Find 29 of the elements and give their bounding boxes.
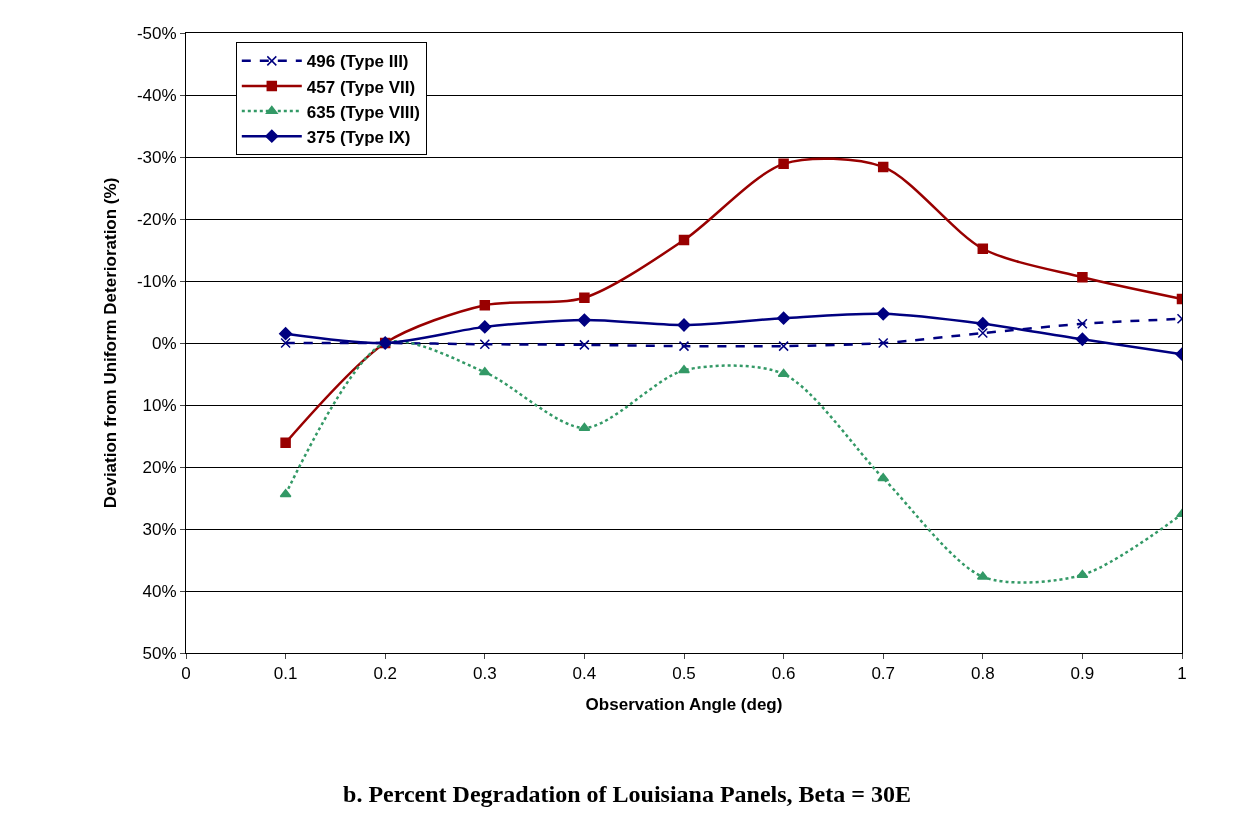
y-tick-label: 40% [142,581,177,601]
x-tick-label: 0.7 [871,664,896,684]
y-tick-label: -40% [136,85,177,105]
x-tick-label: 0.9 [1070,664,1095,684]
y-tick-label: -50% [136,23,177,43]
legend-label: 496 (Type III) [306,52,409,72]
y-tick-label: 50% [142,643,177,663]
y-tick-label: -20% [136,209,177,229]
x-tick-label: 0.5 [672,664,696,684]
y-tick-label: 0% [152,333,177,353]
x-tick-label: 0.2 [373,664,398,684]
text: b. Percent Degradation of Louisiana Panels, Beta = 30E [343,780,911,807]
x-axis-title: Observation Angle (deg) [585,694,783,714]
x-tick-label: 0.6 [771,664,796,684]
y-axis-title: Deviation from Uniform Deterioration (%) [101,177,121,509]
y-tick-label: 30% [142,519,177,539]
y-tick-label: -30% [136,147,177,167]
y-tick-label: -10% [136,271,177,291]
x-tick-label: 0.4 [572,664,597,684]
y-tick-label: 10% [142,395,177,415]
x-tick-label: 0.8 [970,664,995,684]
x-tick-label: 0.3 [472,664,497,684]
legend-label: 635 (Type VIII) [306,102,420,122]
legend-label: 457 (Type VII) [306,77,416,97]
x-tick-label: 0.1 [273,664,298,684]
x-tick-label: 1 [1177,664,1187,684]
x-tick-label: 0 [181,664,191,684]
y-tick-label: 20% [142,457,177,477]
legend-label: 375 (Type IX) [306,127,411,147]
